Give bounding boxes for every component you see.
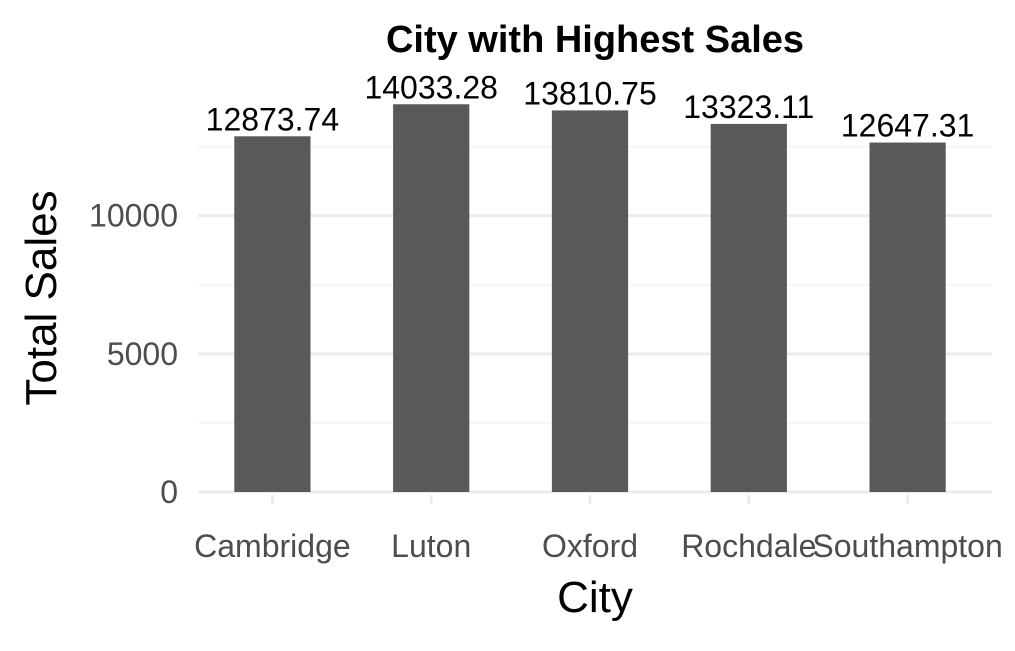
bar-southampton	[869, 142, 946, 493]
x-axis-title: City	[557, 573, 633, 622]
bars	[234, 104, 946, 493]
y-axis-title: Total Sales	[17, 190, 66, 405]
data-label-rochdale: 13323.11	[683, 89, 814, 125]
y-tick-label: 0	[160, 474, 178, 510]
bar-oxford	[551, 110, 629, 493]
bar-luton	[393, 104, 470, 493]
y-axis-tick-labels: 0 5000 10000	[89, 198, 178, 510]
x-tick-label-southampton: Southampton	[812, 528, 1002, 564]
bar-rochdale	[710, 123, 787, 492]
chart-title: City with Highest Sales	[386, 19, 804, 61]
data-label-cambridge: 12873.74	[206, 101, 339, 137]
data-labels: 12873.74 14033.28 13810.75 13323.11 12647.31	[206, 69, 975, 143]
x-tick-marks	[270, 495, 909, 504]
x-tick-label-cambridge: Cambridge	[194, 528, 351, 564]
bar-cambridge	[234, 136, 311, 492]
y-tick-label: 5000	[107, 336, 178, 372]
data-label-luton: 14033.28	[364, 69, 497, 105]
x-tick-label-oxford: Oxford	[542, 528, 638, 564]
x-tick-label-rochdale: Rochdale	[681, 528, 816, 564]
data-label-southampton: 12647.31	[841, 108, 974, 144]
y-tick-label: 10000	[89, 198, 178, 234]
x-tick-label-luton: Luton	[391, 528, 471, 564]
data-label-oxford: 13810.75	[523, 75, 656, 111]
